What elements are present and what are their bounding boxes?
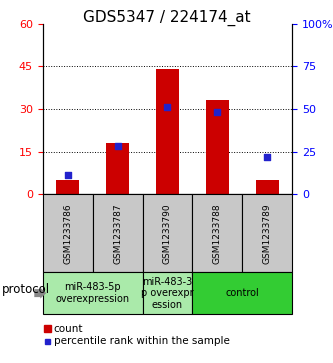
- Bar: [256, 180, 279, 194]
- Point: [215, 109, 220, 115]
- Bar: [106, 143, 129, 194]
- Point: [65, 172, 70, 178]
- Bar: [206, 100, 229, 194]
- Text: protocol: protocol: [2, 283, 50, 296]
- Text: percentile rank within the sample: percentile rank within the sample: [54, 336, 229, 346]
- Point: [115, 143, 120, 149]
- Text: GSM1233789: GSM1233789: [263, 203, 272, 264]
- Point: [265, 154, 270, 160]
- Text: GDS5347 / 224174_at: GDS5347 / 224174_at: [83, 10, 250, 26]
- Text: count: count: [54, 323, 83, 334]
- Bar: [56, 180, 79, 194]
- Text: GSM1233788: GSM1233788: [213, 203, 222, 264]
- Text: miR-483-5p
overexpression: miR-483-5p overexpression: [56, 282, 130, 304]
- Text: GSM1233787: GSM1233787: [113, 203, 122, 264]
- Text: GSM1233790: GSM1233790: [163, 203, 172, 264]
- Bar: [156, 69, 179, 194]
- Text: GSM1233786: GSM1233786: [63, 203, 72, 264]
- Point: [165, 104, 170, 110]
- Text: miR-483-3
p overexpr
ession: miR-483-3 p overexpr ession: [141, 277, 194, 310]
- Text: control: control: [225, 288, 259, 298]
